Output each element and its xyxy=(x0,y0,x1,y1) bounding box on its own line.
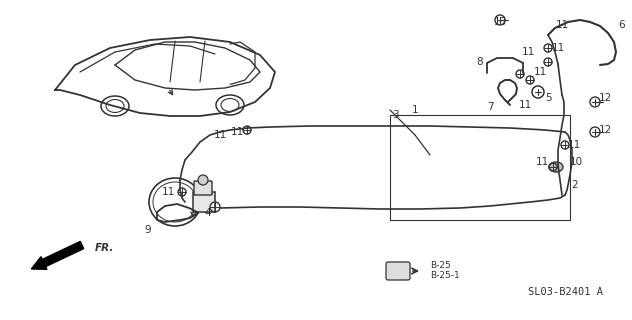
Text: 7: 7 xyxy=(487,102,494,112)
Text: 11: 11 xyxy=(521,47,535,57)
FancyBboxPatch shape xyxy=(193,192,215,212)
Text: FR.: FR. xyxy=(95,243,114,253)
FancyBboxPatch shape xyxy=(194,181,212,195)
Text: 11: 11 xyxy=(568,140,581,150)
Text: 3: 3 xyxy=(392,110,398,120)
Text: 11: 11 xyxy=(518,100,532,110)
Text: 11: 11 xyxy=(551,43,564,53)
Text: 13: 13 xyxy=(494,17,507,27)
Text: 12: 12 xyxy=(599,125,612,135)
Text: B-25-1: B-25-1 xyxy=(430,271,459,281)
Text: 5: 5 xyxy=(545,93,551,103)
Text: 11: 11 xyxy=(231,127,243,137)
Text: 11: 11 xyxy=(161,187,174,197)
Text: 9: 9 xyxy=(145,225,151,235)
Text: 12: 12 xyxy=(599,93,612,103)
Text: 11: 11 xyxy=(533,67,547,77)
Text: 11: 11 xyxy=(556,20,569,30)
Ellipse shape xyxy=(549,162,563,172)
Text: 10: 10 xyxy=(569,157,583,167)
Text: 11: 11 xyxy=(214,130,227,140)
FancyArrow shape xyxy=(32,241,83,269)
FancyBboxPatch shape xyxy=(386,262,410,280)
Text: 11: 11 xyxy=(535,157,549,167)
Circle shape xyxy=(198,175,208,185)
Text: 2: 2 xyxy=(572,180,578,190)
Text: 1: 1 xyxy=(411,105,418,115)
Text: 6: 6 xyxy=(619,20,625,30)
Text: SL03-B2401 A: SL03-B2401 A xyxy=(528,287,602,297)
Text: 4: 4 xyxy=(205,208,211,218)
Text: B-25: B-25 xyxy=(430,261,451,270)
Text: 8: 8 xyxy=(477,57,483,67)
